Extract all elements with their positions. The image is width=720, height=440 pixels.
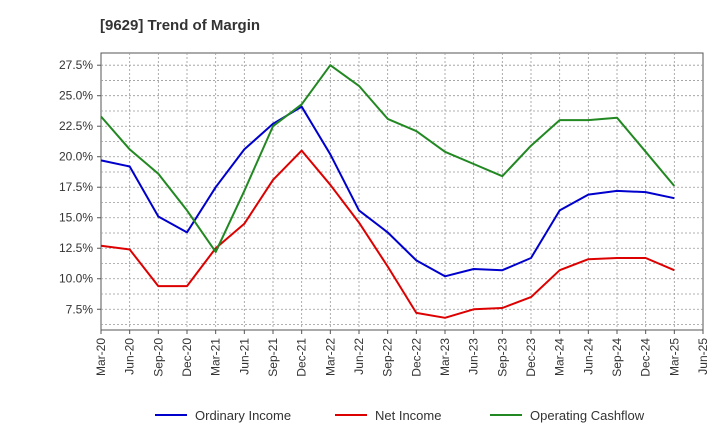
x-tick-label: Mar-22 [323, 338, 337, 376]
series-line-operating-cashflow [100, 64, 676, 253]
series-line-net-income [100, 149, 675, 319]
x-tick-label: Mar-21 [209, 338, 223, 376]
chart-title: [9629] Trend of Margin [100, 17, 260, 34]
plot-area [100, 52, 704, 331]
y-tick-label: 17.5% [59, 180, 93, 194]
x-tick-label: Sep-23 [495, 338, 509, 377]
y-tick-label: 22.5% [59, 119, 93, 133]
x-tick-label: Dec-20 [180, 338, 194, 377]
x-tick-label: Dec-22 [409, 338, 423, 377]
y-tick-label: 15.0% [59, 211, 93, 225]
grid-lines [101, 53, 703, 330]
series-line-ordinary-income [100, 105, 675, 278]
x-tick-label: Mar-23 [438, 338, 452, 376]
x-tick-label: Jun-25 [696, 338, 710, 375]
y-tick-label: 7.5% [66, 302, 94, 316]
x-tick-label: Dec-21 [295, 338, 309, 377]
y-axis-ticks: 7.5% 10.0% 12.5% 15.0% 17.5% 20.0% 22.5% 25.0% 2… [59, 58, 101, 316]
x-tick-label: Sep-24 [610, 338, 624, 377]
y-tick-label: 27.5% [59, 58, 93, 72]
x-tick-label: Mar-25 [667, 338, 681, 376]
legend: Ordinary Income Net Income Operating Cashf… [155, 408, 645, 423]
x-tick-label: Mar-24 [553, 338, 567, 376]
y-tick-label: 25.0% [59, 89, 93, 103]
x-tick-label: Mar-20 [94, 338, 108, 376]
series-lines [100, 64, 676, 319]
x-tick-label: Jun-23 [467, 338, 481, 375]
x-tick-label: Jun-20 [123, 338, 137, 375]
legend-label: Operating Cashflow [530, 408, 645, 423]
legend-label: Ordinary Income [195, 408, 291, 423]
x-tick-label: Sep-20 [151, 338, 165, 377]
x-tick-label: Sep-22 [381, 338, 395, 377]
x-tick-label: Dec-23 [524, 338, 538, 377]
y-tick-label: 20.0% [59, 150, 93, 164]
y-tick-label: 12.5% [59, 241, 93, 255]
legend-label: Net Income [375, 408, 441, 423]
x-tick-label: Jun-24 [581, 338, 595, 375]
x-tick-label: Dec-24 [639, 338, 653, 377]
y-tick-label: 10.0% [59, 272, 93, 286]
x-axis-ticks: Mar-20 Jun-20 Sep-20 Dec-20 Mar-21 Jun-21 Sep-… [94, 330, 710, 377]
x-tick-label: Sep-21 [266, 338, 280, 377]
x-tick-label: Jun-22 [352, 338, 366, 375]
plot-frame [100, 52, 704, 331]
x-tick-label: Jun-21 [237, 338, 251, 375]
